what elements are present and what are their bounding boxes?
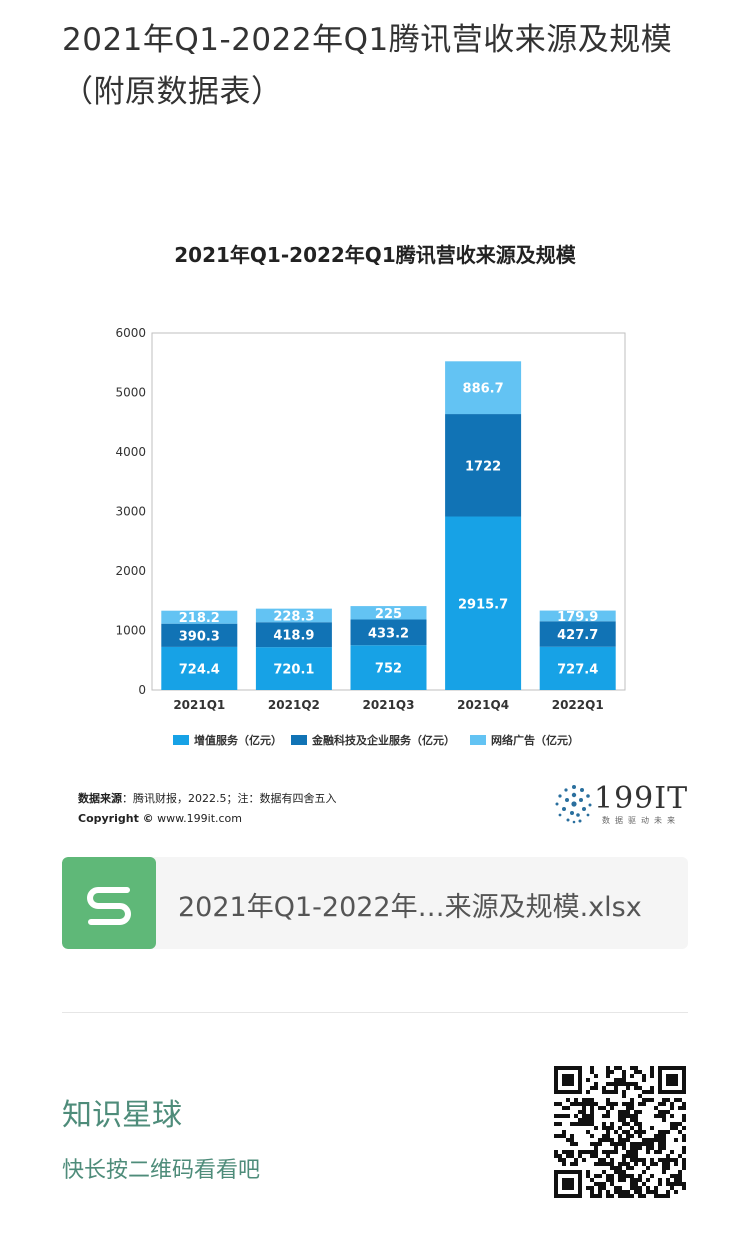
copyright-label: Copyright © (78, 812, 154, 825)
data-label: 727.4 (557, 662, 598, 677)
qr-code-icon[interactable] (554, 1066, 686, 1198)
y-tick-label: 1000 (115, 624, 146, 638)
data-label: 752 (375, 662, 402, 677)
y-tick-label: 6000 (115, 326, 146, 340)
x-tick-label: 2021Q2 (268, 698, 320, 712)
data-label: 218.2 (179, 611, 220, 626)
data-label: 418.9 (273, 629, 314, 644)
data-label: 2915.7 (458, 597, 508, 612)
data-label: 886.7 (463, 382, 504, 397)
legend-swatch (470, 735, 486, 745)
bar-segment (350, 645, 427, 690)
knowledge-planet-title: 知识星球 (62, 1098, 182, 1133)
chart-title: 2021年Q1-2022年Q1腾讯营收来源及规模 (174, 243, 576, 267)
x-tick-label: 2022Q1 (552, 698, 604, 712)
data-label: 390.3 (179, 629, 220, 644)
bar-segment (539, 646, 616, 690)
data-label: 433.2 (368, 626, 409, 641)
data-label: 720.1 (273, 663, 314, 678)
legend-swatch (291, 735, 307, 745)
attachment-card[interactable]: 2021年Q1-2022年…来源及规模.xlsx (62, 857, 688, 949)
bar-segment (445, 414, 522, 517)
legend-label: 金融科技及企业服务（亿元） (311, 733, 455, 747)
chart-image: 2021年Q1-2022年Q1腾讯营收来源及规模 0 1000 2000 3000 400… (62, 215, 688, 845)
stacked-bar-chart: 2021年Q1-2022年Q1腾讯营收来源及规模 0 1000 2000 3000 400… (115, 243, 626, 747)
source-label: 数据来源 (78, 792, 122, 805)
divider (62, 1012, 688, 1013)
y-tick-label: 5000 (115, 386, 146, 400)
y-tick-label: 4000 (115, 445, 146, 459)
bar-segment (255, 647, 332, 690)
data-label: 225 (375, 607, 402, 622)
attachment-file-name: 2021年Q1-2022年…来源及规模.xlsx (178, 892, 642, 923)
data-label: 427.7 (557, 628, 598, 643)
knowledge-planet-subtitle: 快长按二维码看看吧 (62, 1158, 261, 1183)
y-tick-label: 0 (138, 683, 146, 697)
logo-dots-icon (555, 785, 592, 824)
bar-segment (161, 623, 238, 647)
legend-swatch (173, 735, 189, 745)
data-label: 1722 (465, 459, 501, 474)
bar-segment (161, 646, 238, 690)
logo-text: 199IT (594, 781, 689, 816)
x-tick-label: 2021Q3 (363, 698, 415, 712)
bar-segment (161, 610, 238, 624)
data-label: 724.4 (179, 662, 220, 677)
logo-tagline: 数据驱动未来 (602, 816, 680, 825)
bar-segment (255, 608, 332, 623)
bar-segment (539, 610, 616, 622)
spreadsheet-s-icon (62, 857, 156, 949)
data-label: 179.9 (557, 610, 598, 625)
page-title: 2021年Q1-2022年Q1腾讯营收来源及规模（附原数据表） (62, 22, 673, 110)
bar-segment (255, 622, 332, 648)
bar-segment (350, 619, 427, 646)
source-url: www.199it.com (157, 812, 243, 825)
bar-segment (539, 621, 616, 647)
source-note: 数据来源：腾讯财报，2022.5；注：数据有四舍五入 Copyright © w… (78, 789, 337, 829)
x-tick-label: 2021Q1 (173, 698, 225, 712)
source-text: ：腾讯财报，2022.5；注：数据有四舍五入 (122, 792, 337, 805)
brand-logo: 199IT 数据驱动未来 (552, 781, 687, 827)
y-tick-label: 3000 (115, 505, 146, 519)
legend-label: 网络广告（亿元） (491, 733, 579, 747)
bar-segment (445, 361, 522, 415)
x-tick-label: 2021Q4 (457, 698, 509, 712)
y-tick-label: 2000 (115, 564, 146, 578)
data-label: 228.3 (273, 609, 314, 624)
bar-segment (445, 516, 522, 690)
legend-label: 增值服务（亿元） (194, 733, 282, 747)
bar-segment (350, 606, 427, 620)
